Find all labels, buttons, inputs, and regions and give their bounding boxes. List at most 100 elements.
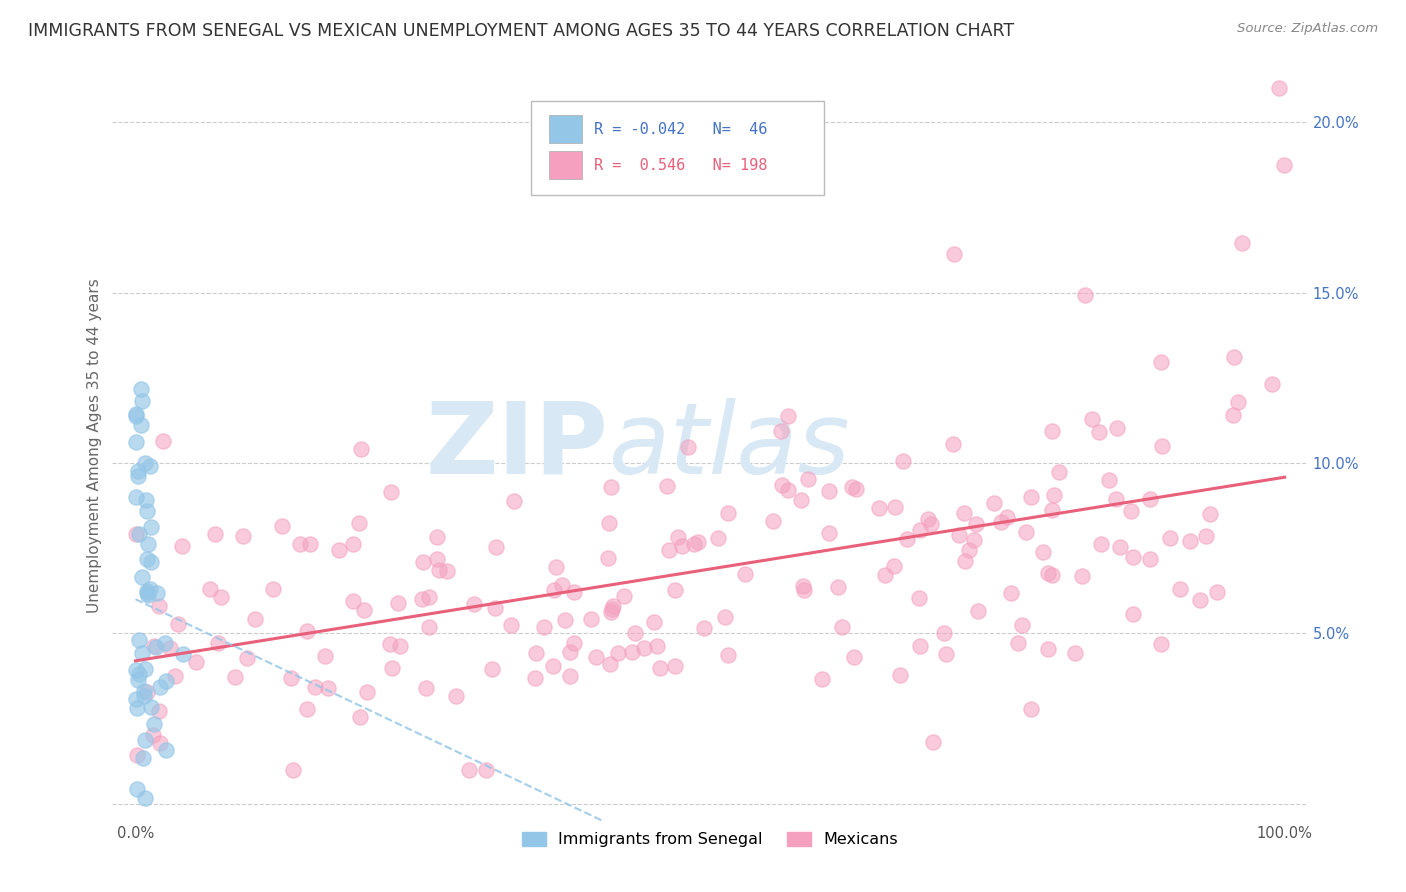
Point — [143, 716, 166, 731]
Point — [136, 585, 159, 599]
Point — [155, 636, 177, 650]
Point — [600, 601, 623, 615]
Point — [411, 592, 433, 607]
Point — [633, 641, 655, 656]
Point — [125, 692, 148, 706]
Point — [932, 625, 955, 640]
Point — [1222, 409, 1244, 423]
Point — [316, 681, 339, 696]
Point — [1168, 582, 1191, 596]
Point — [139, 582, 162, 596]
Point — [770, 477, 793, 491]
Point — [503, 494, 526, 508]
Point — [418, 591, 440, 605]
Point — [389, 639, 412, 653]
Point — [793, 582, 815, 597]
Point — [426, 530, 449, 544]
Point — [664, 659, 686, 673]
Point — [1040, 568, 1063, 582]
Point — [127, 673, 149, 687]
Point — [596, 551, 619, 566]
Y-axis label: Unemployment Among Ages 35 to 44 years: Unemployment Among Ages 35 to 44 years — [87, 278, 103, 614]
Point — [658, 543, 681, 558]
Point — [1081, 412, 1104, 426]
Point — [792, 579, 814, 593]
Point — [1150, 355, 1173, 369]
Point — [693, 621, 716, 635]
Point — [560, 669, 582, 683]
Point — [671, 540, 693, 554]
Point — [891, 453, 914, 467]
Point — [889, 667, 911, 681]
Point — [650, 661, 672, 675]
Point — [908, 640, 931, 654]
Point — [908, 591, 931, 605]
Point — [288, 537, 311, 551]
Point — [1122, 549, 1144, 564]
Point — [1178, 533, 1201, 548]
Point — [845, 482, 868, 496]
Point — [942, 246, 965, 260]
Point — [381, 660, 404, 674]
Point — [1070, 569, 1092, 583]
Point — [842, 650, 865, 665]
Text: IMMIGRANTS FROM SENEGAL VS MEXICAN UNEMPLOYMENT AMONG AGES 35 TO 44 YEARS CORREL: IMMIGRANTS FROM SENEGAL VS MEXICAN UNEMP… — [28, 22, 1014, 40]
Point — [554, 613, 576, 627]
Point — [127, 464, 149, 478]
Point — [1000, 586, 1022, 600]
Point — [1159, 531, 1181, 545]
Point — [585, 649, 607, 664]
Point — [551, 578, 574, 592]
Text: Source: ZipAtlas.com: Source: ZipAtlas.com — [1237, 22, 1378, 36]
Point — [942, 436, 965, 450]
Point — [134, 456, 156, 470]
Text: ZIP: ZIP — [426, 398, 609, 494]
Point — [558, 645, 581, 659]
Point — [136, 584, 159, 599]
Point — [1189, 593, 1212, 607]
Point — [427, 563, 450, 577]
Point — [463, 597, 485, 611]
Point — [418, 620, 440, 634]
Point — [1074, 288, 1097, 302]
Point — [686, 535, 709, 549]
Point — [1108, 540, 1130, 554]
Point — [655, 479, 678, 493]
Point — [262, 582, 284, 596]
Point — [526, 646, 548, 660]
Text: R = -0.042   N=  46: R = -0.042 N= 46 — [595, 121, 768, 136]
Point — [142, 728, 165, 742]
Point — [136, 552, 159, 566]
Point — [295, 624, 318, 639]
Point — [481, 662, 503, 676]
Point — [1230, 236, 1253, 251]
Legend: Immigrants from Senegal, Mexicans: Immigrants from Senegal, Mexicans — [516, 825, 904, 854]
Point — [1150, 439, 1173, 453]
Point — [163, 669, 186, 683]
Point — [541, 659, 564, 673]
Point — [827, 580, 849, 594]
Point — [600, 606, 623, 620]
Point — [128, 667, 150, 681]
Text: R =  0.546   N= 198: R = 0.546 N= 198 — [595, 158, 768, 172]
Point — [415, 681, 437, 695]
Point — [1098, 474, 1121, 488]
Point — [314, 648, 336, 663]
Point — [297, 702, 319, 716]
Point — [1063, 646, 1085, 660]
Point — [304, 680, 326, 694]
Point — [353, 603, 375, 617]
Point — [356, 684, 378, 698]
Point — [172, 647, 194, 661]
Point — [1090, 537, 1112, 551]
Point — [776, 409, 799, 423]
Point — [299, 537, 322, 551]
Point — [271, 518, 294, 533]
Point — [149, 736, 172, 750]
Point — [342, 594, 364, 608]
Point — [717, 506, 740, 520]
Point — [1268, 81, 1291, 95]
Point — [131, 646, 153, 660]
Point — [953, 506, 976, 520]
Point — [224, 670, 246, 684]
